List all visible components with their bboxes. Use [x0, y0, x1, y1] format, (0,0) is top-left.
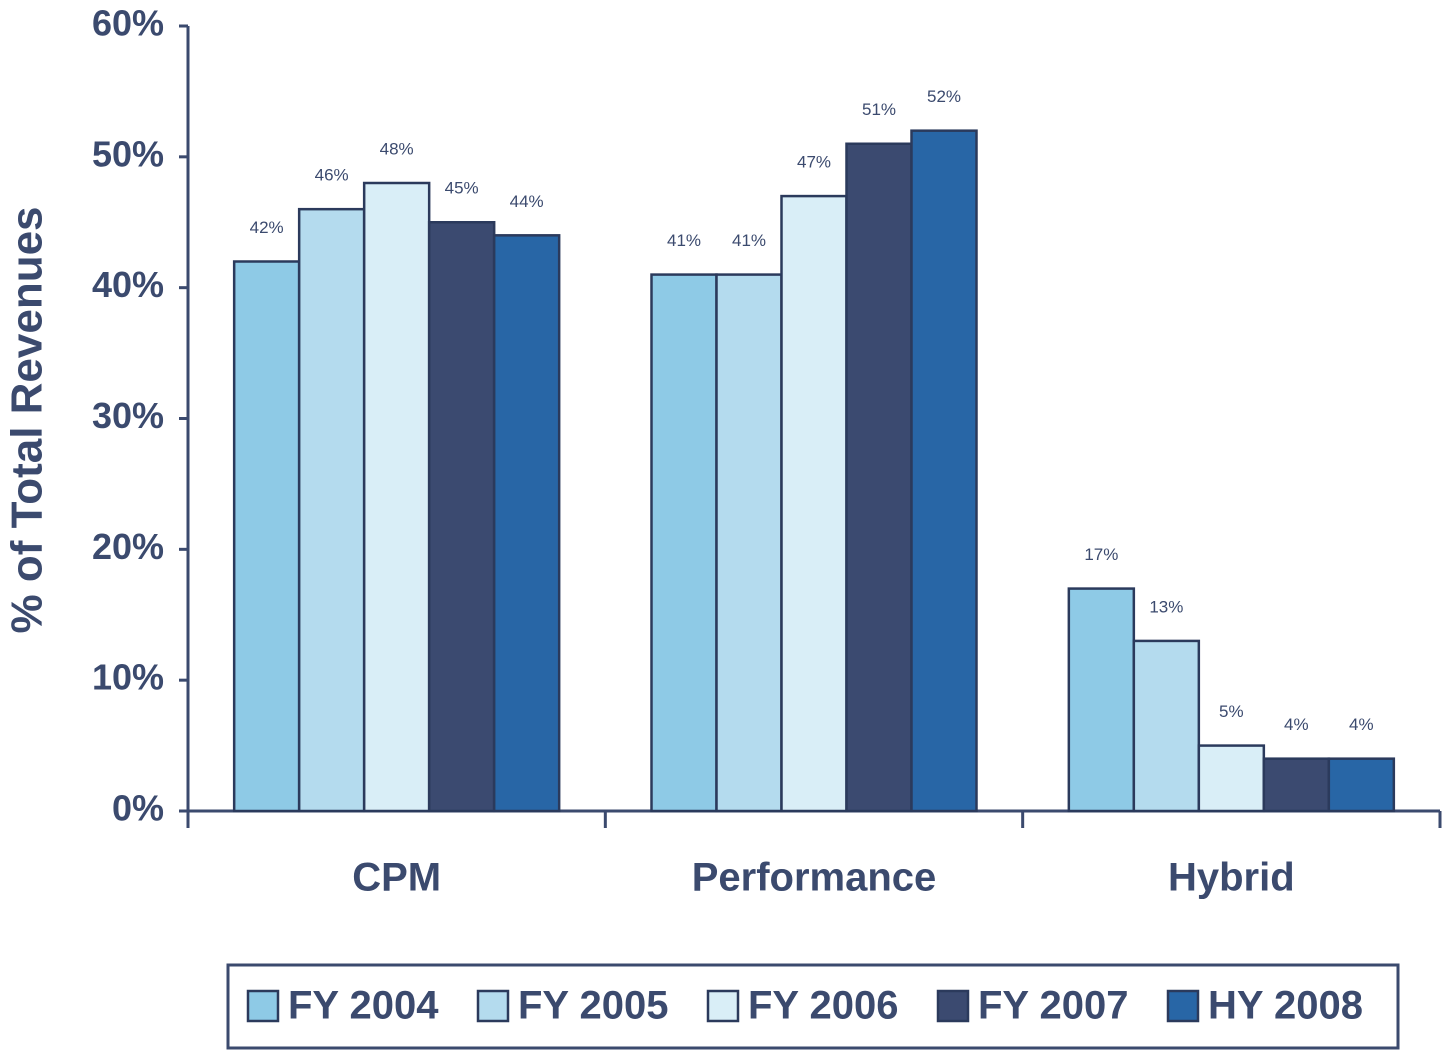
- value-label: 51%: [862, 100, 896, 119]
- legend-swatch: [936, 989, 970, 1023]
- bar: [1262, 757, 1331, 813]
- value-label: 5%: [1219, 702, 1244, 721]
- y-axis-title: % of Total Revenues: [3, 206, 52, 633]
- legend-label: HY 2008: [1208, 984, 1363, 1028]
- y-tick-label: 0%: [112, 788, 164, 829]
- y-tick-label: 20%: [92, 526, 164, 567]
- bar: [362, 181, 431, 813]
- value-label: 42%: [250, 218, 284, 237]
- x-tick-label: CPM: [352, 856, 441, 900]
- legend-label: FY 2005: [518, 984, 669, 1028]
- bar: [1327, 757, 1396, 813]
- bar: [845, 142, 913, 813]
- bar: [492, 234, 561, 813]
- y-tick-label: 30%: [92, 395, 164, 436]
- value-label: 41%: [667, 231, 701, 250]
- y-tick-label: 60%: [92, 3, 164, 44]
- bar: [1197, 744, 1266, 813]
- legend-swatch: [1166, 989, 1200, 1023]
- legend-box: [226, 963, 1400, 1050]
- value-label: 41%: [732, 231, 766, 250]
- legend-swatch: [706, 989, 740, 1023]
- legend-label: FY 2004: [288, 984, 439, 1028]
- bar: [1132, 639, 1201, 813]
- x-tick-label: Performance: [692, 856, 937, 900]
- value-label: 13%: [1149, 597, 1183, 616]
- value-label: 4%: [1284, 715, 1309, 734]
- x-tick-label: Hybrid: [1168, 856, 1295, 900]
- y-tick-label: 10%: [92, 657, 164, 698]
- legend-label: FY 2007: [978, 984, 1129, 1028]
- value-label: 17%: [1084, 545, 1118, 564]
- legend-swatch: [246, 989, 280, 1023]
- y-tick-label: 50%: [92, 133, 164, 174]
- bar: [232, 260, 301, 813]
- bar: [297, 207, 366, 813]
- value-label: 4%: [1349, 715, 1374, 734]
- value-label: 52%: [927, 87, 961, 106]
- bar: [910, 129, 978, 813]
- y-tick-label: 40%: [92, 264, 164, 305]
- bar: [715, 273, 783, 813]
- value-label: 45%: [445, 179, 479, 198]
- legend-swatch: [476, 989, 510, 1023]
- bar: [427, 221, 496, 813]
- bar: [780, 194, 848, 813]
- legend-label: FY 2006: [748, 984, 899, 1028]
- value-label: 48%: [380, 139, 414, 158]
- value-label: 47%: [797, 153, 831, 172]
- value-label: 46%: [315, 166, 349, 185]
- bar: [1067, 587, 1136, 813]
- value-label: 44%: [510, 192, 544, 211]
- bar: [650, 273, 718, 813]
